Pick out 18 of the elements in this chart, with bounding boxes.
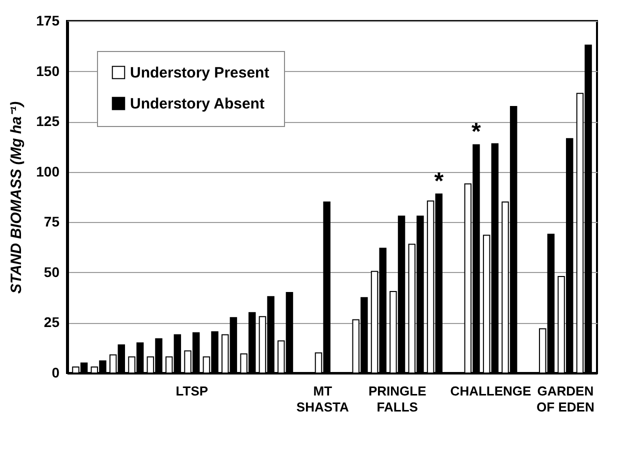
- data-label: *: [434, 168, 444, 195]
- y-tick-label: 100: [36, 163, 60, 180]
- x-tick-label: LTSP: [176, 384, 208, 398]
- y-tick-label: 0: [52, 364, 60, 380]
- y-axis-title: STAND BIOMASS (Mg ha⁻¹): [8, 101, 26, 294]
- y-tick-label: 50: [44, 264, 60, 280]
- legend-label: Understory Absent: [130, 96, 264, 112]
- x-tick-label: CHALLENGE: [450, 384, 532, 398]
- y-tick-label: 125: [36, 113, 60, 130]
- y-tick-label: 75: [44, 214, 60, 230]
- x-tick-label: PRINGLE FALLS: [368, 384, 427, 414]
- data-label: *: [472, 118, 482, 146]
- y-tick-label: 150: [36, 62, 60, 79]
- legend-label: Understory Present: [130, 64, 270, 82]
- x-tick-label: GARDEN OF EDEN: [536, 384, 594, 414]
- y-tick-label: 175: [36, 12, 60, 28]
- x-tick-label: MT SHASTA: [296, 384, 350, 414]
- y-tick-label: 25: [44, 314, 60, 330]
